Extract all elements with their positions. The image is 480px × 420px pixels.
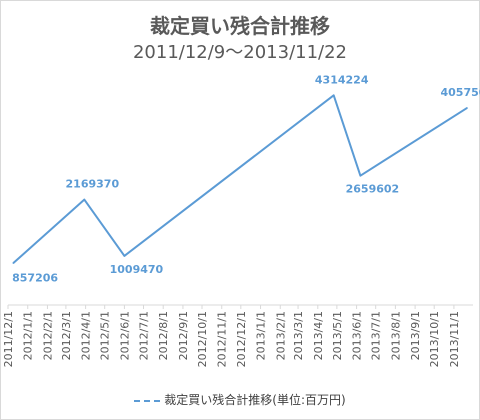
x-tick-label: 2013/11/1 <box>448 311 461 367</box>
x-tick-label: 2012/5/1 <box>99 311 112 360</box>
x-tick-label: 2012/12/1 <box>235 311 248 367</box>
chart-subtitle: 2011/12/9～2013/11/22 <box>132 42 348 63</box>
data-label: 2659602 <box>346 183 400 196</box>
data-label: 2169370 <box>66 178 120 191</box>
x-tick-label: 2012/11/1 <box>216 311 229 367</box>
x-tick-label: 2013/2/1 <box>274 311 287 360</box>
x-tick-label: 2013/10/1 <box>428 311 441 367</box>
data-label: 4057502 <box>440 86 480 99</box>
data-point <box>333 94 335 96</box>
legend-swatch <box>134 399 161 402</box>
x-tick-label: 2013/4/1 <box>312 311 325 360</box>
x-tick-label: 2013/8/1 <box>389 311 402 360</box>
data-point <box>83 199 85 201</box>
data-label: 857206 <box>12 271 58 284</box>
data-point <box>123 255 125 257</box>
chart-title: 裁定買い残合計推移 <box>150 14 330 38</box>
x-tick-label: 2012/1/1 <box>22 311 35 360</box>
x-tick-label: 2012/2/1 <box>41 311 54 360</box>
data-point <box>466 107 468 109</box>
x-tick-label: 2012/8/1 <box>157 311 170 360</box>
x-tick-label: 2012/3/1 <box>60 311 73 360</box>
x-tick-label: 2013/1/1 <box>255 311 268 360</box>
x-tick-label: 2012/10/1 <box>196 311 209 367</box>
data-label: 1009470 <box>110 263 164 276</box>
x-tick-label: 2013/9/1 <box>409 311 422 360</box>
x-tick-label: 2012/6/1 <box>118 311 131 360</box>
data-label: 4314224 <box>315 73 369 86</box>
x-tick-label: 2013/7/1 <box>370 311 383 360</box>
legend: 裁定買い残合計推移(単位:百万円) <box>0 391 480 408</box>
data-point <box>12 262 14 264</box>
x-tick-label: 2011/12/1 <box>2 311 15 367</box>
data-point <box>359 175 361 177</box>
x-tick-label: 2012/7/1 <box>137 311 150 360</box>
x-tick-label: 2013/5/1 <box>331 311 344 360</box>
x-tick-label: 2013/6/1 <box>351 311 364 360</box>
legend-label: 裁定買い残合計推移(単位:百万円) <box>164 393 346 407</box>
x-tick-label: 2012/9/1 <box>177 311 190 360</box>
x-tick-label: 2012/4/1 <box>80 311 93 360</box>
series-line <box>12 94 468 265</box>
x-tick-label: 2013/3/1 <box>292 311 305 360</box>
